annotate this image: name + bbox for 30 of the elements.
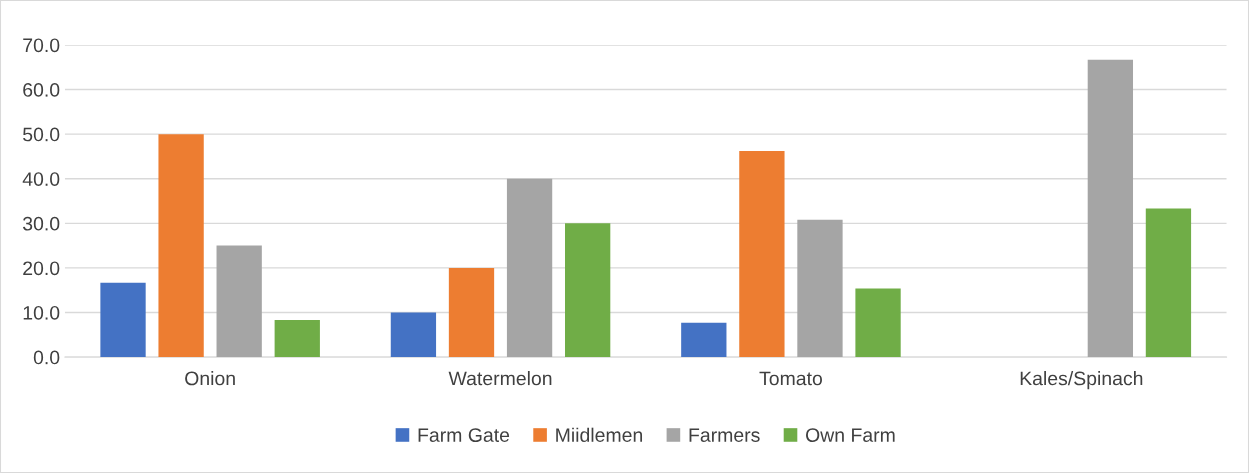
y-tick-label: 20.0 bbox=[23, 261, 60, 276]
legend-label: Own Farm bbox=[806, 428, 895, 442]
x-tick-label: Onion bbox=[185, 371, 235, 386]
bar bbox=[1145, 208, 1192, 358]
legend-label: Miidlemen bbox=[556, 427, 643, 442]
x-tick-label: Watermelon bbox=[448, 371, 552, 386]
bar bbox=[797, 219, 843, 358]
legend-label: Farmers bbox=[689, 428, 760, 442]
legend-label: Farm Gate bbox=[418, 428, 510, 442]
bar bbox=[390, 312, 437, 358]
x-tick-label: Kales/Spinach bbox=[1020, 371, 1143, 390]
bar bbox=[506, 178, 553, 358]
bar bbox=[565, 223, 611, 358]
bar bbox=[681, 322, 727, 358]
y-tick-label: 30.0 bbox=[22, 216, 60, 231]
y-tick-label: 70.0 bbox=[23, 38, 60, 53]
bar bbox=[216, 245, 262, 358]
y-tick-label: 60.0 bbox=[23, 83, 60, 97]
bar bbox=[739, 151, 785, 358]
y-tick-label: 0.0 bbox=[33, 350, 60, 365]
bar bbox=[1087, 59, 1134, 358]
bar bbox=[158, 134, 204, 358]
x-tick-label: Tomato bbox=[759, 371, 822, 386]
y-tick-label: 40.0 bbox=[22, 172, 60, 186]
bar bbox=[448, 267, 495, 358]
bar bbox=[274, 320, 320, 358]
y-tick-label: 10.0 bbox=[23, 305, 60, 320]
bar bbox=[100, 282, 146, 358]
bar bbox=[855, 288, 901, 358]
y-tick-label: 50.0 bbox=[23, 127, 60, 142]
